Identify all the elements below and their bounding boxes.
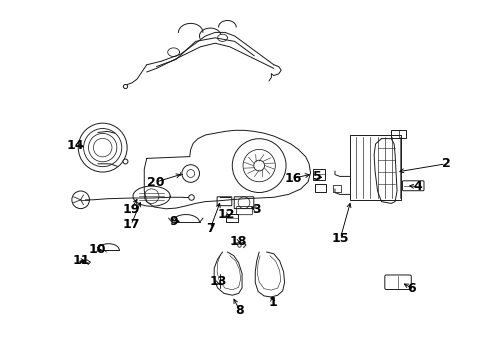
Text: 6: 6 — [407, 282, 415, 294]
Text: 18: 18 — [229, 235, 246, 248]
Text: 4: 4 — [413, 180, 422, 193]
Bar — [390, 130, 405, 138]
Text: 7: 7 — [205, 222, 214, 235]
Text: 19: 19 — [122, 203, 140, 216]
Bar — [315, 184, 325, 192]
Text: 15: 15 — [331, 232, 348, 245]
Text: 13: 13 — [209, 275, 227, 288]
Text: 17: 17 — [122, 219, 140, 231]
Bar — [312, 169, 325, 180]
Text: 8: 8 — [235, 304, 244, 317]
Text: 14: 14 — [67, 139, 84, 152]
Text: 1: 1 — [268, 296, 277, 309]
Text: 10: 10 — [89, 243, 106, 256]
Text: 12: 12 — [217, 208, 234, 221]
Text: 9: 9 — [169, 215, 178, 228]
Bar — [349, 135, 400, 200]
Text: 5: 5 — [313, 170, 322, 183]
Text: 20: 20 — [146, 176, 164, 189]
Text: 16: 16 — [284, 172, 302, 185]
Text: 3: 3 — [252, 203, 261, 216]
Bar — [332, 185, 341, 192]
Text: 2: 2 — [441, 157, 449, 170]
Text: 11: 11 — [72, 254, 90, 267]
Bar — [225, 214, 238, 222]
